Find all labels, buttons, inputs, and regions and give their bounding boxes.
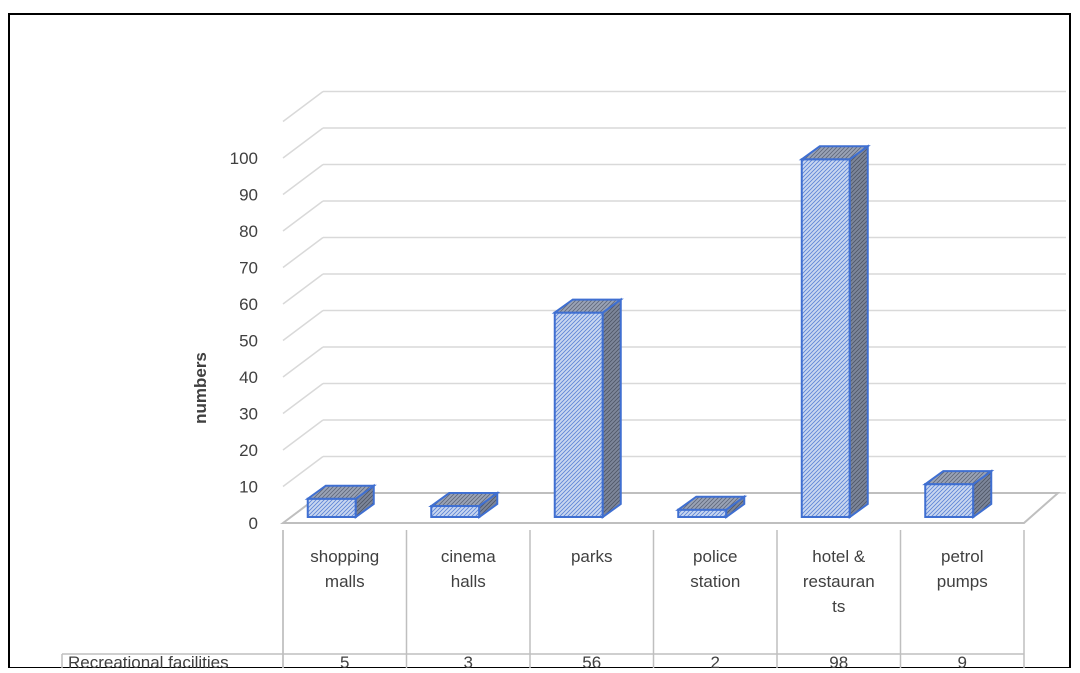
y-tick-label: 40 [239, 368, 258, 387]
category-label: cinema [441, 547, 496, 566]
category-label: parks [571, 547, 613, 566]
gridline-diagonal [282, 163, 324, 196]
gridline-diagonal [282, 419, 324, 451]
data-label: 5 [340, 653, 349, 668]
bar-top [922, 470, 995, 486]
category-label: pumps [937, 572, 988, 591]
bar-top [675, 495, 748, 511]
gridline-diagonal [282, 273, 324, 305]
category-label: petrol [941, 547, 984, 566]
data-table: shopping malls cinema halls parks police stati… [61, 530, 1025, 672]
axis-layer: 0 10 20 30 40 50 60 70 80 90 100 [230, 149, 1061, 533]
data-label: 56 [582, 653, 601, 668]
y-tick-label: 90 [239, 186, 258, 205]
series-label: Recreational facilities [68, 653, 229, 668]
category-label: police [693, 547, 737, 566]
gridline-diagonal [282, 382, 324, 415]
bars-layer [304, 144, 995, 519]
bar [798, 144, 871, 519]
bar-front [553, 311, 604, 518]
bar-top [798, 145, 871, 161]
y-tick-label: 10 [239, 478, 258, 497]
data-label: 9 [958, 653, 967, 668]
bar-side [601, 297, 622, 519]
bar-front [430, 505, 481, 518]
grid-layer [282, 90, 1066, 524]
y-tick-label: 0 [249, 514, 258, 533]
category-label: hotel & [812, 547, 866, 566]
category-label: ts [832, 597, 845, 616]
y-tick-label: 50 [239, 332, 258, 351]
y-tick-label: 70 [239, 259, 258, 278]
gridline-diagonal [282, 309, 324, 342]
bar [304, 483, 377, 519]
gridline-diagonal [282, 90, 324, 123]
bar-top [551, 298, 624, 314]
category-label: shopping [310, 547, 379, 566]
bar-side [848, 144, 869, 519]
data-label: 3 [464, 653, 473, 668]
bar-top [428, 492, 501, 508]
data-label: 2 [711, 653, 720, 668]
chart-border [8, 13, 1071, 669]
bar-front [306, 497, 357, 518]
category-label: station [690, 572, 740, 591]
bar [428, 491, 501, 519]
bar-top [304, 484, 377, 500]
bar-front [677, 508, 728, 519]
y-tick-label: 60 [239, 295, 258, 314]
bar-front [924, 483, 975, 518]
y-tick-label: 30 [239, 405, 258, 424]
bar [922, 469, 995, 519]
gridline-diagonal [282, 455, 324, 488]
y-tick-label: 20 [239, 441, 258, 460]
gridline-diagonal [282, 236, 324, 269]
category-label: malls [325, 572, 365, 591]
data-label: 98 [829, 653, 848, 668]
category-label: halls [451, 572, 486, 591]
bar-front [800, 158, 851, 519]
y-tick-label: 80 [239, 222, 258, 241]
bar [551, 297, 624, 519]
y-axis-label: numbers [191, 352, 210, 424]
y-tick-label: 100 [230, 149, 258, 168]
bar [675, 494, 748, 519]
gridline-diagonal [282, 200, 324, 232]
gridline-diagonal [282, 127, 324, 159]
category-label: restauran [803, 572, 875, 591]
gridline-diagonal [282, 346, 324, 378]
